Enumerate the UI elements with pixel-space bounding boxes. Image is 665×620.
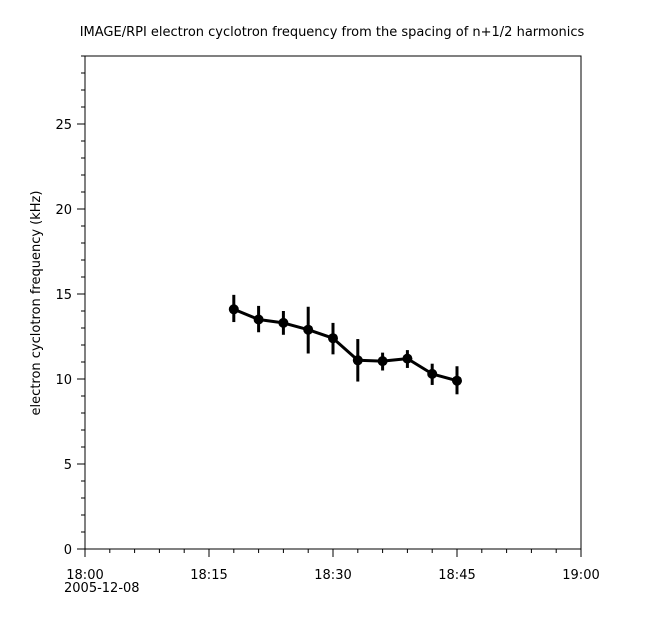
series-line — [233, 307, 458, 383]
x-tick-label: 19:00 — [562, 568, 599, 583]
series-layer — [228, 294, 462, 395]
y-tick-label: 20 — [55, 203, 72, 218]
data-point — [377, 356, 388, 367]
y-tick-label: 5 — [64, 458, 72, 473]
data-point — [427, 368, 438, 379]
x-tick-label: 18:30 — [314, 568, 351, 583]
date-label: 2005-12-08 — [64, 581, 140, 596]
y-axis: 0 5 10 15 20 25 — [55, 55, 85, 558]
y-tick-label: 25 — [55, 118, 72, 133]
y-tick-label: 10 — [55, 373, 72, 388]
y-axis-label: electron cyclotron frequency (kHz) — [29, 191, 44, 416]
y-tick-label: 0 — [64, 543, 72, 558]
data-point — [328, 333, 338, 344]
x-tick-label: 18:45 — [438, 568, 475, 583]
chart-title: IMAGE/RPI electron cyclotron frequency f… — [80, 25, 585, 40]
data-point — [303, 324, 314, 335]
data-point — [253, 314, 264, 325]
data-point — [278, 317, 289, 328]
y-tick-label: 15 — [55, 288, 72, 303]
data-point — [402, 353, 413, 364]
data-point — [452, 375, 462, 386]
x-axis: 18:00 18:15 18:30 18:45 19:00 — [66, 549, 600, 583]
x-tick-label: 18:15 — [190, 568, 227, 583]
data-point — [352, 355, 363, 366]
data-point — [228, 304, 239, 315]
plot-frame — [84, 55, 582, 550]
x-tick-label: 18:00 — [66, 568, 103, 583]
